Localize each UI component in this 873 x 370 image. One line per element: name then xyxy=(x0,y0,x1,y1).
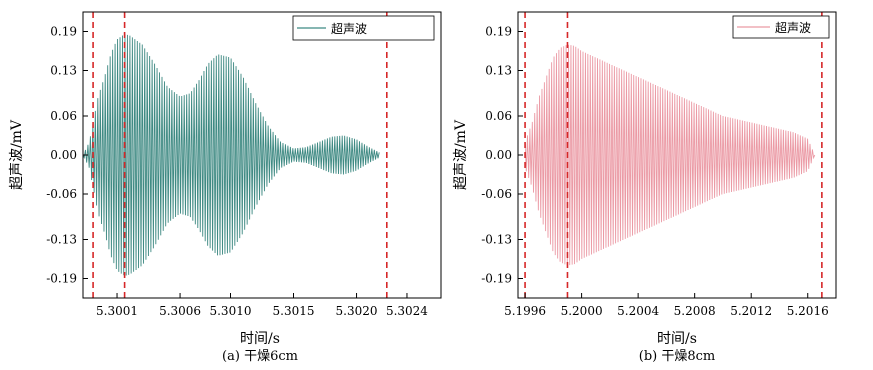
panel-b: 0.19 0.13 0.06 0.00 -0.06 -0.13 -0.19 5.1996 5.2… xyxy=(453,11,837,364)
panel-b-ytick-label: 0.06 xyxy=(485,109,512,123)
panel-a-signal-line xyxy=(83,34,380,276)
panel-b-xtick-label: 5.2008 xyxy=(674,304,716,318)
panel-a-xtick-label: 5.3006 xyxy=(159,304,201,318)
panel-b-ytick-label: -0.19 xyxy=(481,272,512,286)
panel-a-xlabel: 时间/s xyxy=(240,331,280,347)
panel-a-plot-area xyxy=(83,12,388,298)
panel-b-ylabel: 超声波/mV xyxy=(453,119,469,190)
panel-b-xtick-label: 5.2016 xyxy=(787,304,829,318)
panel-a-caption: (a) 干燥6cm xyxy=(222,349,298,364)
panel-b-ytick-label: -0.13 xyxy=(481,233,512,247)
panel-a-ytick-label: 0.00 xyxy=(50,148,77,162)
panel-a-ytick-label: -0.06 xyxy=(46,187,77,201)
panel-a-ytick-label: 0.19 xyxy=(50,25,77,39)
panel-a-xtick-label: 5.3001 xyxy=(96,304,138,318)
panel-a-ytick-label: -0.19 xyxy=(46,272,77,286)
panel-b-legend-label: 超声波 xyxy=(775,20,811,35)
panel-a-ytick-label: 0.06 xyxy=(50,109,77,123)
panel-a-ylabel: 超声波/mV xyxy=(9,119,25,190)
panel-b-signal-line xyxy=(524,44,816,266)
panel-a-axes: 0.19 0.13 0.06 0.00 -0.06 -0.13 -0.19 5.3001 5.3… xyxy=(46,25,428,319)
panel-a-ytick-label: 0.13 xyxy=(50,64,77,78)
panel-b-plot-area xyxy=(524,12,823,298)
panel-a-xtick-label: 5.3020 xyxy=(336,304,378,318)
panel-a: 0.19 0.13 0.06 0.00 -0.06 -0.13 -0.19 5.3001 5.3… xyxy=(9,11,442,364)
panel-b-xtick-label: 5.2000 xyxy=(561,304,603,318)
panel-b-xlabel: 时间/s xyxy=(657,331,697,347)
panel-b-ytick-label: 0.13 xyxy=(485,64,512,78)
panel-a-legend: 超声波 xyxy=(292,15,435,41)
panel-b-caption: (b) 干燥8cm xyxy=(639,349,715,364)
panel-b-xtick-label: 5.2004 xyxy=(617,304,659,318)
panel-b-legend-box xyxy=(732,15,830,39)
panel-a-xtick-label: 5.3015 xyxy=(273,304,315,318)
panel-b-ytick-label: -0.06 xyxy=(481,187,512,201)
panel-a-xtick-label: 5.3024 xyxy=(386,304,428,318)
panel-a-legend-label: 超声波 xyxy=(331,21,367,36)
panel-a-xtick-label: 5.3010 xyxy=(209,304,251,318)
panel-b-xtick-label: 5.1996 xyxy=(504,304,546,318)
panel-b-axes: 0.19 0.13 0.06 0.00 -0.06 -0.13 -0.19 5.1996 5.2… xyxy=(481,25,829,319)
panel-b-xtick-label: 5.2012 xyxy=(730,304,772,318)
panel-b-legend: 超声波 xyxy=(732,15,830,39)
panel-a-ytick-label: -0.13 xyxy=(46,233,77,247)
panel-b-ytick-label: 0.00 xyxy=(485,148,512,162)
panel-b-ytick-label: 0.19 xyxy=(485,25,512,39)
